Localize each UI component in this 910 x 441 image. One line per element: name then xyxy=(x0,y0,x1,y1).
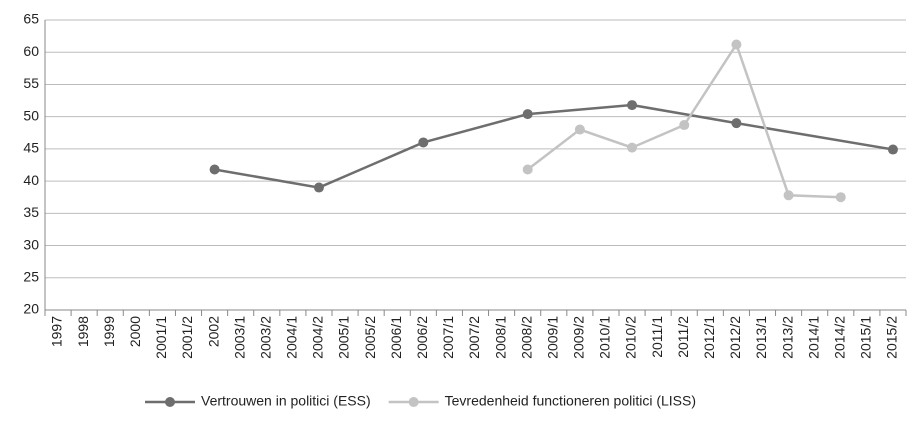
x-tick-label: 2009/1 xyxy=(544,316,560,359)
data-point xyxy=(783,190,794,201)
x-tick-label: 2002 xyxy=(205,316,221,347)
y-tick-label: 50 xyxy=(23,107,39,123)
y-tick-label: 55 xyxy=(23,75,39,91)
y-tick-label: 65 xyxy=(23,11,39,27)
x-tick-label: 2010/1 xyxy=(597,316,613,359)
legend-marker xyxy=(165,397,175,407)
y-tick-label: 25 xyxy=(23,268,39,284)
x-tick-label: 2001/1 xyxy=(153,316,169,359)
x-tick-label: 2006/1 xyxy=(388,316,404,359)
legend-marker xyxy=(408,397,419,407)
x-tick-label: 2010/2 xyxy=(623,316,639,359)
data-point xyxy=(627,142,638,153)
x-tick-label: 1998 xyxy=(75,316,91,347)
x-tick-label: 2001/2 xyxy=(179,316,195,359)
y-tick-label: 30 xyxy=(23,236,39,252)
data-point xyxy=(574,124,585,135)
x-tick-label: 2011/1 xyxy=(649,316,665,358)
x-tick-label: 2009/2 xyxy=(571,316,587,359)
x-tick-label: 2012/1 xyxy=(701,316,717,359)
data-point xyxy=(679,120,690,131)
legend-label: Vertrouwen in politici (ESS) xyxy=(201,393,371,409)
y-tick-label: 20 xyxy=(23,301,39,317)
x-tick-label: 2000 xyxy=(127,316,143,347)
x-tick-label: 2015/1 xyxy=(858,316,874,359)
x-tick-label: 2014/2 xyxy=(831,316,847,359)
data-point xyxy=(731,39,742,50)
x-tick-label: 2012/2 xyxy=(727,316,743,359)
x-tick-label: 2008/2 xyxy=(518,316,534,359)
data-point xyxy=(522,164,533,175)
x-tick-label: 1999 xyxy=(101,316,117,347)
data-point xyxy=(627,100,638,111)
y-tick-label: 40 xyxy=(23,172,39,188)
x-tick-label: 2003/2 xyxy=(257,316,273,359)
x-tick-label: 2013/2 xyxy=(779,316,795,359)
x-tick-label: 2014/1 xyxy=(805,316,821,359)
x-tick-label: 2003/1 xyxy=(231,316,247,359)
x-tick-label: 2004/2 xyxy=(310,316,326,359)
x-tick-label: 2007/1 xyxy=(440,316,456,359)
x-tick-label: 2005/1 xyxy=(336,316,352,359)
legend: Vertrouwen in politici (ESS) Tevredenheid… xyxy=(145,393,696,409)
data-point xyxy=(209,164,220,175)
data-point xyxy=(522,109,533,120)
x-tick-label: 2013/1 xyxy=(753,316,769,359)
x-tick-label: 2006/2 xyxy=(414,316,430,359)
data-point xyxy=(887,144,898,155)
x-tick-label: 1997 xyxy=(49,316,65,347)
x-tick-label: 2007/2 xyxy=(466,316,482,359)
data-point xyxy=(313,182,324,193)
y-tick-label: 45 xyxy=(23,140,39,156)
legend-label: Tevredenheid functioneren politici (LISS… xyxy=(445,393,696,409)
x-tick-label: 2004/1 xyxy=(284,316,300,359)
data-point xyxy=(835,192,846,203)
series-line xyxy=(214,103,894,189)
data-point xyxy=(731,118,742,129)
x-tick-label: 2011/2 xyxy=(675,316,691,358)
y-tick-label: 35 xyxy=(23,204,39,220)
x-tick-label: 2008/1 xyxy=(492,316,508,359)
y-tick-label: 60 xyxy=(23,43,39,59)
data-point xyxy=(418,137,429,148)
x-tick-label: 2015/2 xyxy=(884,316,900,359)
x-tick-label: 2005/2 xyxy=(362,316,378,359)
